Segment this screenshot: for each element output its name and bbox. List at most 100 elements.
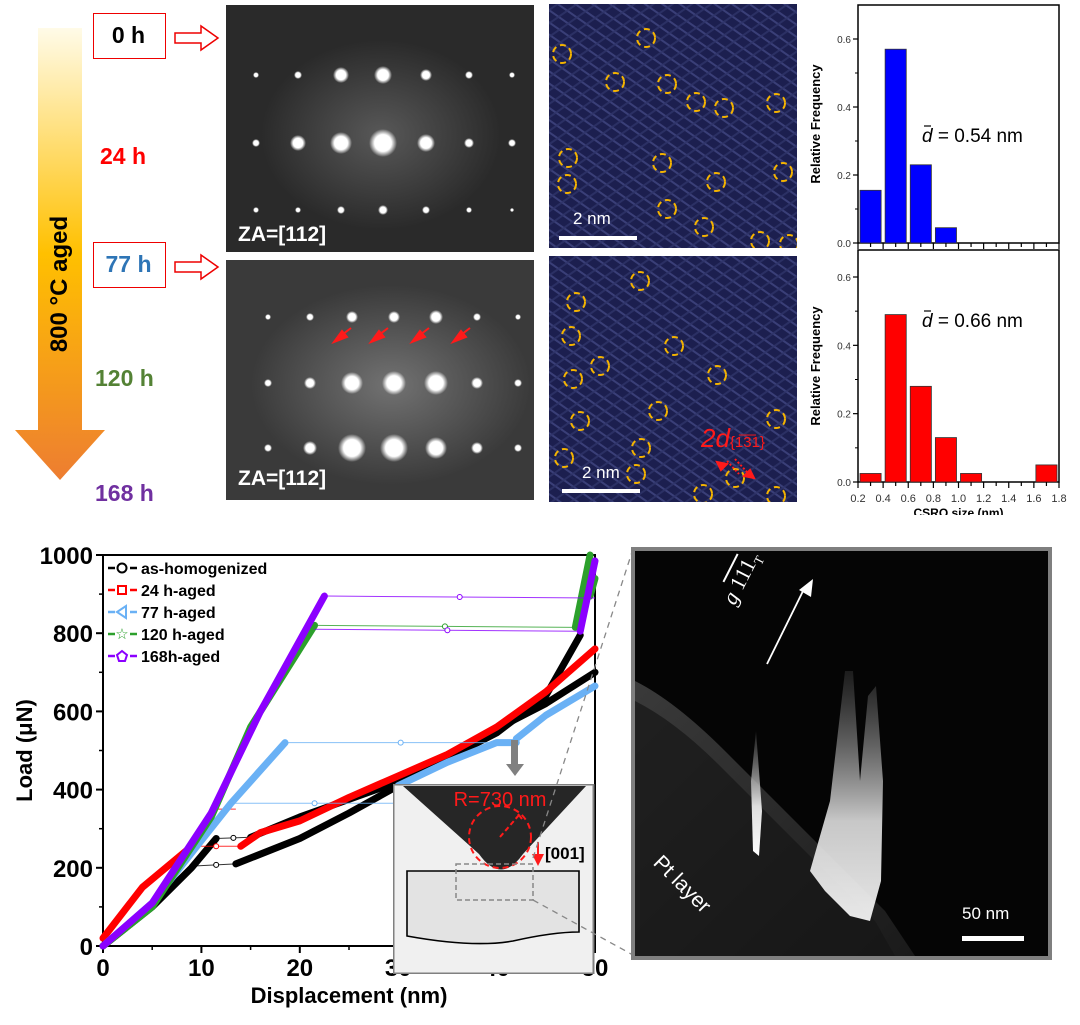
csro-marker xyxy=(626,464,646,484)
zone-axis-label-77h: ZA=[112] xyxy=(238,467,327,490)
diffraction-spot xyxy=(338,434,366,462)
deformation-twin-cluster xyxy=(810,671,883,921)
saed-spots-0h xyxy=(252,40,516,230)
diffraction-spot xyxy=(509,72,515,78)
diffraction-spot xyxy=(382,371,406,395)
diffraction-spot xyxy=(417,134,435,152)
y-tick-label: 400 xyxy=(53,778,93,805)
tip-radius-circle xyxy=(468,805,532,869)
sample-shape xyxy=(406,870,580,945)
diffraction-spot xyxy=(374,66,392,84)
pointer-arrow-77h-icon xyxy=(174,253,220,281)
csro-marker xyxy=(557,174,577,194)
histogram-77h: 0.0 0.2 0.4 0.6 0.2 0.4 0.6 0.8 1.0 1.2 1.4 1.6 1.8 C… xyxy=(808,249,1067,515)
data-marker xyxy=(230,834,237,841)
series-168h-aged xyxy=(99,557,599,950)
time-label-120h: 120 h xyxy=(95,365,154,391)
red-arrow-icon xyxy=(741,468,756,480)
diffraction-spot xyxy=(265,314,271,320)
dark-field-tem-image: g 111T Pt layer 50 nm xyxy=(631,547,1052,960)
hrtem-image-77h: 2 nm 2d{1̅3̅1} xyxy=(549,256,797,502)
diffraction-spot xyxy=(514,444,522,452)
x-tick-label: 0 xyxy=(96,955,109,982)
diffraction-spot xyxy=(304,377,316,389)
diffraction-spot xyxy=(264,444,272,452)
y-tick-label: 600 xyxy=(53,699,93,726)
diffraction-spot xyxy=(420,69,432,81)
diffraction-spot xyxy=(425,437,447,459)
legend-label: 120 h-aged xyxy=(141,627,225,644)
y-axis-title: Load (μN) xyxy=(12,699,37,802)
diffraction-spot xyxy=(388,311,400,323)
diffraction-spot xyxy=(380,434,408,462)
mean-size-annotation: d = 0.66 nm xyxy=(922,311,1023,332)
y-tick-label: 0.0 xyxy=(837,478,851,489)
diffraction-spot xyxy=(515,314,521,320)
diffraction-spot xyxy=(465,71,473,79)
load-curve xyxy=(571,551,594,631)
x-tick-label: 1.8 xyxy=(1051,493,1066,505)
load-curve xyxy=(512,682,599,743)
csro-marker xyxy=(714,98,734,118)
scale-bar-77h xyxy=(562,489,640,493)
csro-marker xyxy=(561,326,581,346)
y-tick-label: 0.6 xyxy=(837,35,851,46)
diffraction-spot xyxy=(253,72,259,78)
legend-marker-triangle-icon xyxy=(115,604,127,620)
diffraction-spot xyxy=(303,441,317,455)
y-axis-title: Relative Frequency xyxy=(808,64,823,184)
csro-marker xyxy=(563,369,583,389)
saed-pattern-0h: ZA=[112] xyxy=(226,5,534,252)
csro-marker xyxy=(570,411,590,431)
y-tick-label: 200 xyxy=(53,856,93,883)
red-arrow-icon xyxy=(715,460,730,472)
csro-marker xyxy=(693,484,713,502)
d-spacing-plane: {1̅3̅1} xyxy=(729,434,765,451)
diffraction-spot xyxy=(471,442,483,454)
deformation-twin xyxy=(751,731,762,856)
diffraction-spot xyxy=(346,311,358,323)
diffraction-spot xyxy=(330,132,352,154)
csro-marker xyxy=(664,336,684,356)
csro-marker xyxy=(766,93,786,113)
csro-marker xyxy=(590,356,610,376)
diffraction-spot xyxy=(424,371,448,395)
csro-marker xyxy=(636,28,656,48)
csro-marker xyxy=(686,92,706,112)
diffraction-spot xyxy=(378,205,388,215)
d-spacing-arrows xyxy=(715,458,756,480)
diffraction-spot xyxy=(508,139,516,147)
x-tick-label: 0.2 xyxy=(850,493,865,505)
indentation-inset: R=730 nm [001] xyxy=(393,784,595,974)
x-axis-title: CSRO size (nm) xyxy=(913,506,1003,515)
x-tick-label: 10 xyxy=(188,955,215,982)
y-tick-label: 1000 xyxy=(40,543,93,570)
csro-marker xyxy=(558,148,578,168)
d-spacing-label: 2d{1̅3̅1} xyxy=(701,423,765,454)
csro-marker xyxy=(766,486,786,502)
csro-marker xyxy=(766,409,786,429)
csro-marker xyxy=(554,448,574,468)
diffraction-spot xyxy=(253,207,259,213)
histogram-0h: 0.0 0.2 0.4 0.6 Relative Frequency d = 0.54 n… xyxy=(808,4,1060,250)
time-label-0h: 0 h xyxy=(111,22,146,48)
diffraction-spot xyxy=(264,379,272,387)
legend-marker-square-icon xyxy=(117,585,127,595)
diffraction-spot xyxy=(466,207,472,213)
pointer-arrow-0h-icon xyxy=(174,24,220,52)
csro-marker xyxy=(779,234,797,248)
y-tick-label: 0.4 xyxy=(837,341,851,352)
load-curve xyxy=(99,592,328,950)
legend-label: as-homogenized xyxy=(141,561,267,578)
scale-bar-label-77h: 2 nm xyxy=(582,463,620,482)
x-tick-label: 0.6 xyxy=(901,493,916,505)
diffraction-spot xyxy=(333,67,349,83)
diffraction-spot xyxy=(252,139,260,147)
x-tick-label: 0.8 xyxy=(926,493,941,505)
y-tick-label: 0.2 xyxy=(837,410,851,421)
tem-features xyxy=(635,579,1024,956)
csro-marker xyxy=(552,44,572,64)
zoom-region-box xyxy=(455,863,534,901)
diffraction-spot xyxy=(471,377,483,389)
y-tick-label: 0 xyxy=(80,934,93,961)
